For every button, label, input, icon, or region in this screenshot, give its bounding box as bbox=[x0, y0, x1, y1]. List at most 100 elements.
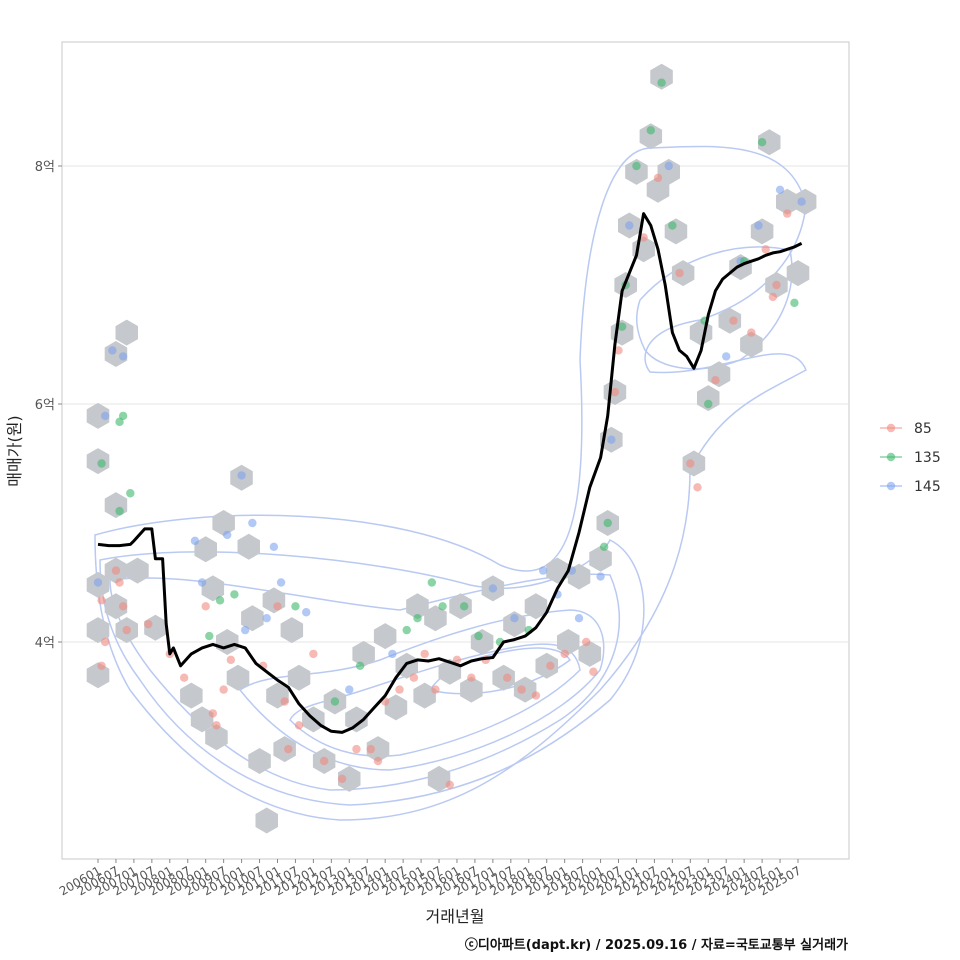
data-point bbox=[226, 655, 236, 665]
data-point bbox=[768, 292, 778, 302]
data-point bbox=[330, 697, 340, 706]
hexbin-cell bbox=[366, 736, 390, 763]
data-point bbox=[97, 661, 106, 670]
data-point bbox=[118, 602, 128, 611]
data-point bbox=[337, 774, 347, 784]
data-point bbox=[355, 661, 365, 670]
data-point bbox=[240, 625, 250, 635]
data-point bbox=[122, 625, 131, 635]
hexbin-cell bbox=[287, 664, 311, 691]
hexbin-cell bbox=[639, 123, 663, 150]
data-point bbox=[269, 542, 279, 551]
data-point bbox=[395, 685, 404, 694]
hexbin-cell bbox=[194, 536, 217, 563]
legend: 85 135 145 bbox=[880, 421, 941, 495]
data-point bbox=[115, 506, 124, 516]
data-point bbox=[459, 602, 469, 611]
data-point bbox=[373, 756, 383, 766]
hexbin-cell bbox=[427, 765, 451, 792]
legend-key-dot bbox=[886, 452, 896, 462]
data-point bbox=[93, 578, 103, 587]
data-point bbox=[693, 483, 702, 492]
contour-line bbox=[99, 538, 645, 806]
hexbin-cell bbox=[115, 319, 138, 346]
data-point bbox=[276, 578, 286, 587]
data-point bbox=[352, 744, 361, 754]
data-point bbox=[747, 328, 756, 337]
data-point bbox=[582, 637, 591, 647]
data-point bbox=[420, 649, 429, 659]
data-point bbox=[302, 608, 311, 617]
data-point bbox=[237, 471, 246, 480]
hexbin-cell bbox=[345, 706, 368, 733]
y-tick-label: 8억 bbox=[35, 160, 55, 175]
data-point bbox=[775, 185, 785, 194]
density-contours bbox=[94, 145, 807, 821]
data-point bbox=[223, 530, 232, 540]
data-point bbox=[294, 721, 304, 730]
hexbin-cell bbox=[776, 188, 799, 215]
data-point bbox=[711, 376, 720, 385]
plot-panel bbox=[61, 41, 850, 860]
data-point bbox=[309, 649, 318, 659]
data-point bbox=[402, 625, 411, 635]
data-point bbox=[531, 691, 541, 700]
data-point bbox=[503, 673, 512, 682]
data-point bbox=[467, 673, 476, 682]
contour-line bbox=[94, 145, 807, 821]
data-point bbox=[546, 661, 555, 670]
hexbin-cell bbox=[338, 765, 361, 792]
hexbin-cell bbox=[460, 676, 483, 703]
data-point bbox=[574, 614, 584, 623]
data-point bbox=[445, 780, 454, 789]
data-point bbox=[617, 322, 627, 331]
data-point bbox=[646, 126, 656, 135]
data-point bbox=[431, 685, 440, 694]
data-point bbox=[632, 161, 641, 171]
y-axis-title: 매매가(원) bbox=[5, 415, 24, 486]
legend-label: 85 bbox=[914, 421, 932, 437]
data-point bbox=[704, 399, 713, 409]
data-point bbox=[118, 411, 128, 421]
data-point bbox=[657, 78, 666, 87]
data-point bbox=[284, 744, 293, 754]
data-point bbox=[126, 489, 135, 498]
data-point bbox=[599, 542, 609, 551]
data-point bbox=[197, 578, 207, 587]
data-point bbox=[757, 138, 767, 147]
hexbin-cell bbox=[646, 176, 670, 203]
data-point bbox=[115, 578, 124, 587]
data-point bbox=[452, 655, 462, 665]
data-point bbox=[366, 744, 376, 754]
data-point bbox=[438, 602, 447, 611]
hexbin-cell bbox=[86, 448, 110, 475]
hexbin-cell bbox=[190, 706, 214, 733]
data-point bbox=[510, 614, 519, 623]
hexbin-cell bbox=[740, 331, 763, 358]
data-point bbox=[262, 614, 271, 623]
hexbin-cell bbox=[212, 510, 235, 536]
hexbin-cell bbox=[237, 533, 260, 560]
data-point bbox=[625, 221, 634, 230]
data-point bbox=[675, 268, 684, 278]
hexbin-cell bbox=[589, 545, 612, 572]
data-point bbox=[190, 536, 200, 546]
hexbin-cell bbox=[201, 575, 225, 602]
y-tick-label: 4억 bbox=[35, 636, 55, 651]
data-point bbox=[97, 596, 106, 605]
data-point bbox=[538, 566, 548, 575]
hexbin-cell bbox=[248, 748, 271, 774]
data-point bbox=[100, 411, 110, 421]
data-point bbox=[488, 584, 498, 593]
legend-key-dot bbox=[886, 423, 896, 433]
hexbin-cell bbox=[384, 694, 408, 721]
data-point bbox=[230, 590, 239, 599]
data-point bbox=[291, 602, 300, 611]
data-point bbox=[761, 245, 770, 254]
y-axis-ticks: 4억 6억 8억 bbox=[35, 160, 62, 651]
data-point bbox=[639, 233, 648, 242]
hexbin-cell bbox=[205, 724, 228, 751]
hexbin-cell bbox=[86, 402, 110, 429]
data-point bbox=[790, 298, 799, 308]
data-point bbox=[388, 649, 397, 659]
